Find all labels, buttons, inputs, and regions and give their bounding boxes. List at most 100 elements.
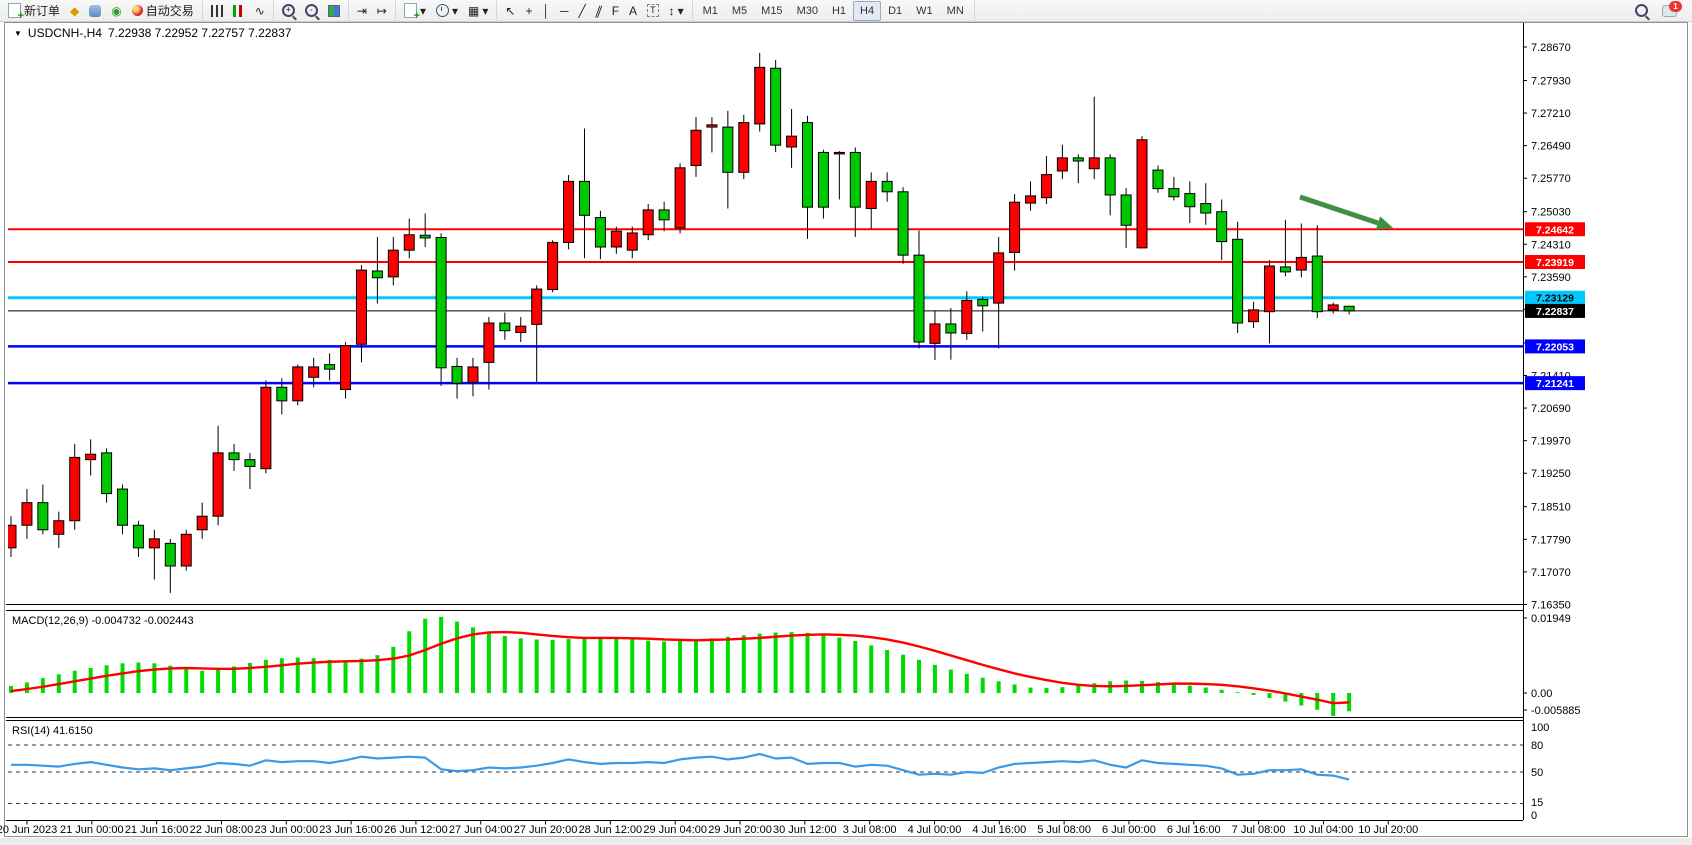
price-tick-label: 7.25030	[1531, 207, 1571, 219]
new-order-button[interactable]: 新订单	[3, 1, 65, 22]
window-bottom-strip	[0, 838, 1692, 845]
timeframe-w1-button[interactable]: W1	[916, 4, 933, 17]
candle-body	[865, 180, 877, 210]
candle-body	[164, 542, 176, 567]
candle-body	[626, 232, 638, 251]
time-axis-label: 29 Jun 20:00	[708, 824, 772, 836]
candle-body	[1295, 256, 1307, 271]
candle-body	[706, 124, 718, 128]
candle-body	[276, 386, 288, 402]
candle-body	[722, 126, 734, 173]
candle-body	[1152, 169, 1164, 190]
cursor-tool-button[interactable]: ↖	[500, 1, 520, 21]
gamepad-button[interactable]: ◆	[65, 1, 84, 21]
collapse-triangle-icon[interactable]: ▼	[14, 28, 22, 38]
periods-button[interactable]: ▾	[431, 1, 463, 21]
timeframe-h4-button[interactable]: H4	[853, 0, 882, 21]
timeframe-m5-button[interactable]: M5	[731, 4, 748, 17]
time-axis-label: 20 Jun 2023	[0, 824, 57, 836]
timeframe-h1-button[interactable]: H1	[831, 4, 847, 17]
shapes-tool-button[interactable]: ↕ ▾	[664, 1, 689, 21]
candle-body	[387, 249, 399, 278]
timeframe-d1-button[interactable]: D1	[888, 4, 903, 17]
vline-tool-button[interactable]: │	[537, 1, 555, 21]
candle-body	[849, 151, 861, 208]
candle-body	[1343, 305, 1355, 312]
channel-tool-button[interactable]: ∥	[591, 1, 607, 21]
zoom-out-button[interactable]: -	[300, 1, 323, 21]
tile-windows-button[interactable]	[323, 1, 345, 21]
candle-body	[642, 209, 654, 236]
auto-trading-button[interactable]: 自动交易	[127, 1, 199, 21]
dropdown-icon: ▾	[451, 3, 458, 18]
candle-body	[1120, 194, 1132, 226]
candle-body	[8, 524, 17, 549]
candle-body	[483, 322, 495, 363]
clock-icon	[435, 4, 449, 17]
timeframe-group: M1 M5 M15 M30 H1 H4 D1 W1 MN	[693, 0, 975, 21]
timeframe-m1-button[interactable]: M1	[702, 4, 718, 17]
price-tick-label: 7.23590	[1531, 272, 1571, 284]
price-tick-label: 7.25770	[1531, 173, 1571, 185]
candle-body	[1104, 157, 1116, 196]
hline-tool-button[interactable]: ─	[555, 1, 574, 21]
price-tick-label: 7.18510	[1531, 502, 1571, 514]
candle-body	[929, 323, 941, 344]
insert-group: ▾ ▾ ▦▾	[396, 0, 498, 22]
trend-arrow-head[interactable]	[1375, 216, 1394, 230]
crosshair-tool-button[interactable]: +	[520, 1, 537, 21]
auto-scroll-button[interactable]: ⇥	[352, 1, 372, 21]
zoom-in-button[interactable]: +	[277, 1, 300, 21]
candle-body	[499, 322, 511, 332]
text-tool-button[interactable]: A	[624, 1, 642, 21]
price-tag	[1525, 254, 1585, 269]
search-icon	[1635, 4, 1648, 17]
candle-body	[531, 288, 543, 325]
candle-body	[1009, 201, 1021, 253]
indicators-icon	[403, 3, 420, 22]
candle-body	[770, 67, 782, 146]
candle-body	[180, 533, 192, 567]
timeframe-m30-button[interactable]: M30	[796, 4, 818, 17]
candle-body	[53, 520, 65, 535]
candle-body	[451, 365, 463, 384]
timeframe-mn-button[interactable]: MN	[946, 4, 964, 17]
notifications-button[interactable]: 1	[1657, 0, 1682, 21]
price-tag-label: 7.24642	[1536, 224, 1574, 236]
price-tag-label: 7.22053	[1536, 341, 1574, 353]
candlestick-chart-button[interactable]	[228, 1, 250, 21]
indicators-button[interactable]: ▾	[399, 1, 431, 22]
candle-body	[1072, 157, 1084, 162]
templates-button[interactable]: ▦ ▾	[463, 1, 493, 21]
candle-body	[754, 66, 766, 125]
search-button[interactable]	[1630, 1, 1653, 21]
trend-arrow-line	[1299, 194, 1379, 226]
time-axis-label: 22 Jun 08:00	[190, 824, 254, 836]
tile-windows-icon	[327, 4, 340, 17]
timeframe-m15-button[interactable]: M15	[761, 4, 783, 17]
price-tick-label: 7.28670	[1531, 42, 1571, 54]
rsi-axis-label: 0	[1531, 810, 1537, 822]
candle-body	[1088, 157, 1100, 170]
candle-body	[260, 386, 272, 470]
candle-body	[977, 298, 989, 307]
shapes-icon: ↕	[668, 3, 675, 18]
fibonacci-tool-button[interactable]: F	[607, 1, 624, 21]
time-axis-label: 21 Jun 00:00	[60, 824, 124, 836]
bar-chart-button[interactable]	[206, 1, 228, 21]
price-tick-label: 7.27930	[1531, 75, 1571, 87]
trendline-tool-button[interactable]: ╱	[573, 1, 590, 21]
candle-body	[212, 452, 224, 517]
signal-button[interactable]: ◉	[106, 1, 126, 21]
time-axis-label: 21 Jun 16:00	[125, 824, 189, 836]
line-chart-button[interactable]: ∿	[250, 1, 270, 21]
chart-shift-button[interactable]: ↦	[372, 1, 392, 21]
profile-button[interactable]	[84, 1, 106, 21]
candle-body	[244, 459, 256, 467]
profile-icon	[89, 4, 102, 17]
macd-indicator-label: MACD(12,26,9) -0.004732 -0.002443	[12, 615, 194, 627]
candle-body	[148, 538, 160, 549]
label-tool-button[interactable]: T	[642, 1, 664, 21]
text-tool-icon: A	[629, 3, 638, 18]
